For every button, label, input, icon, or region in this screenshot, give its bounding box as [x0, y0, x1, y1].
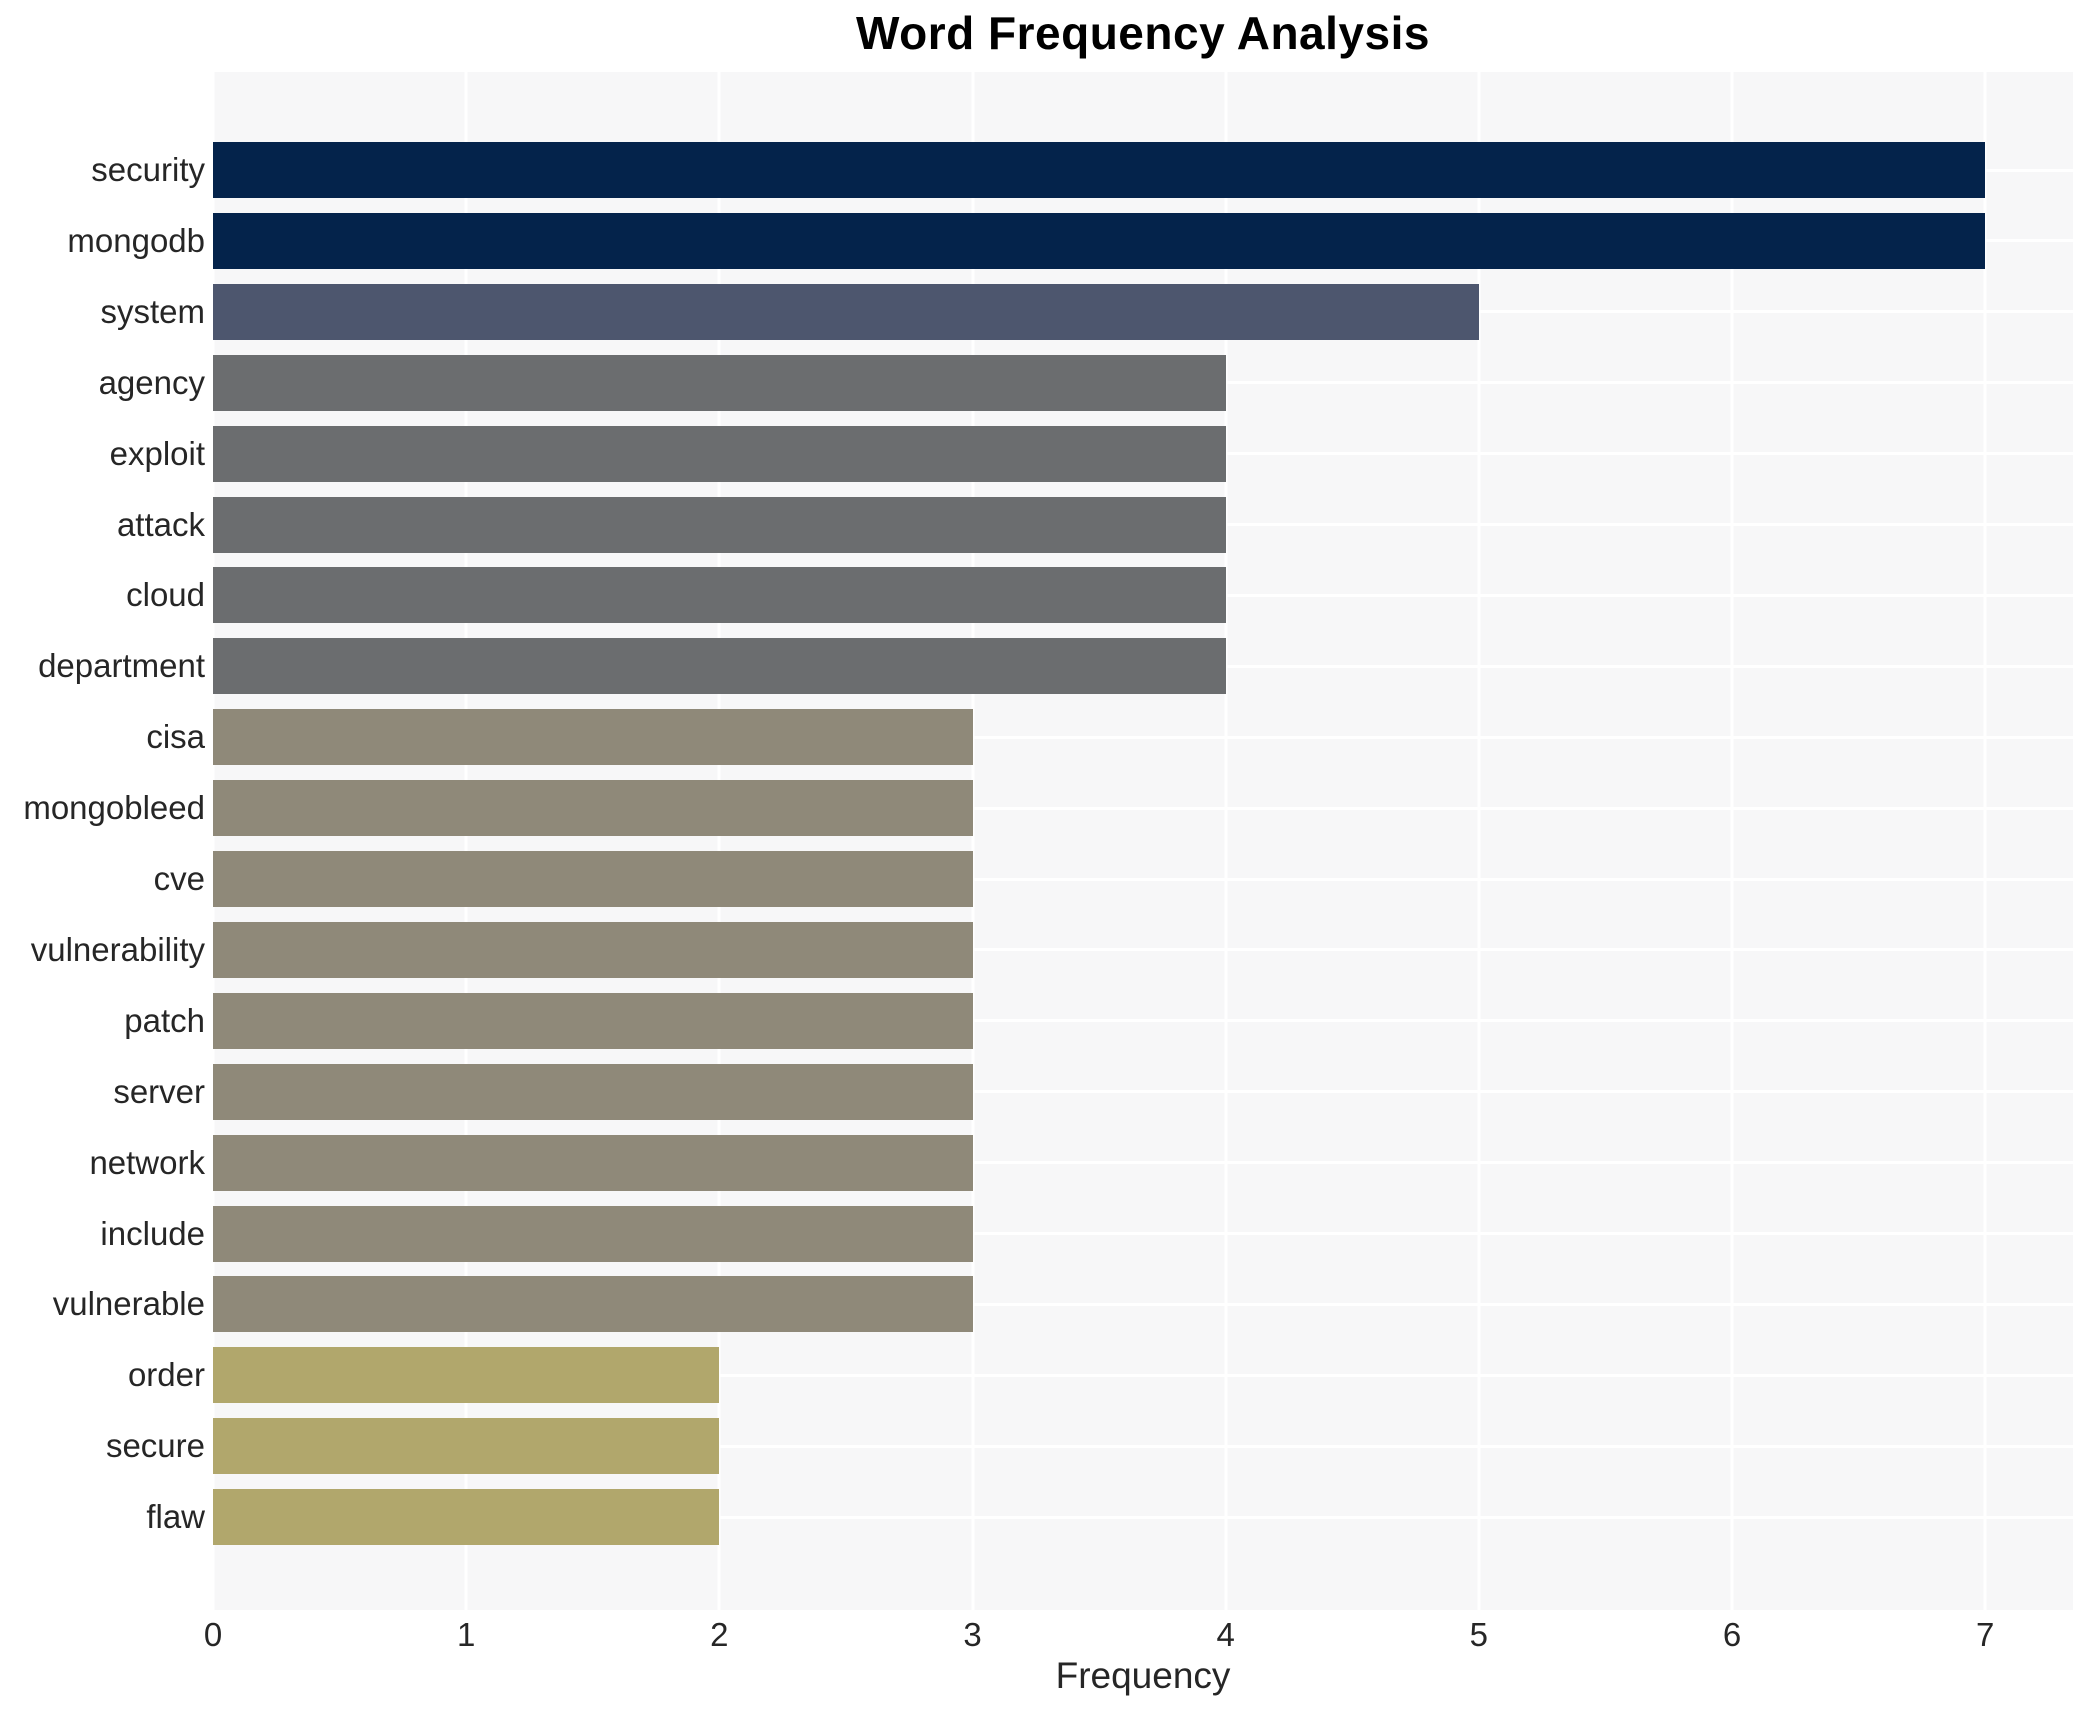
- gridline-x-4: [1224, 72, 1228, 1610]
- y-label-vulnerability: vulnerability: [30, 930, 205, 968]
- bar-patch: [213, 992, 973, 1049]
- bar-network: [213, 1134, 973, 1191]
- bar-mongodb: [213, 212, 1986, 269]
- bar-attack: [213, 496, 1226, 553]
- gridline-x-6: [1730, 72, 1734, 1610]
- y-label-security: security: [91, 151, 205, 188]
- y-label-mongodb: mongodb: [67, 221, 205, 259]
- x-tick-label-5: 5: [1469, 1616, 1489, 1653]
- y-label-cve: cve: [153, 860, 205, 897]
- y-label-server: server: [113, 1072, 205, 1110]
- y-axis-labels: security mongodb system agency exploit attack…: [0, 0, 205, 1710]
- y-label-exploit: exploit: [109, 434, 205, 472]
- y-label-secure: secure: [105, 1427, 205, 1465]
- x-tick-label-3: 3: [963, 1616, 982, 1653]
- bar-department: [213, 638, 1226, 695]
- bar-vulnerable: [213, 1276, 973, 1333]
- x-axis-title: Frequency: [1055, 1655, 1231, 1696]
- gridline-y-server: [213, 1090, 2073, 1094]
- y-label-order: order: [127, 1356, 205, 1394]
- gridline-y-mongobleed: [213, 806, 2073, 810]
- gridline-x-3: [971, 72, 974, 1610]
- plot-area: [211, 72, 2073, 1610]
- x-tick-label-6: 6: [1722, 1616, 1742, 1653]
- gridline-y-flaw: [213, 1515, 2073, 1519]
- y-label-agency: agency: [98, 363, 205, 401]
- bar-order: [213, 1347, 720, 1404]
- gridline-x-7: [1983, 72, 1987, 1610]
- gridline-y-patch: [213, 1019, 2073, 1023]
- gridline-y-cve: [213, 877, 2073, 881]
- x-tick-label-1: 1: [456, 1616, 476, 1653]
- y-label-include: include: [100, 1214, 205, 1252]
- bar-exploit: [213, 425, 1226, 482]
- y-label-system: system: [100, 292, 205, 330]
- gridline-y-include: [213, 1232, 2073, 1235]
- y-label-mongobleed: mongobleed: [23, 789, 205, 827]
- gridline-x-2: [717, 72, 721, 1610]
- gridline-x-0: [211, 72, 215, 1610]
- y-label-flaw: flaw: [146, 1498, 205, 1536]
- gridline-y-vulnerability: [213, 948, 2073, 952]
- bar-include: [213, 1205, 973, 1262]
- bar-system: [213, 283, 1479, 340]
- gridline-y-order: [213, 1373, 2073, 1377]
- gridline-y-vulnerable: [213, 1302, 2073, 1306]
- y-label-vulnerable: vulnerable: [52, 1285, 205, 1323]
- bar-cve: [213, 851, 973, 907]
- y-label-cloud: cloud: [126, 576, 205, 614]
- y-label-network: network: [89, 1143, 205, 1181]
- x-tick-label-2: 2: [710, 1616, 729, 1653]
- x-tick-label-4: 4: [1216, 1616, 1235, 1653]
- bar-secure: [213, 1418, 720, 1475]
- bar-cisa: [213, 709, 973, 766]
- y-label-cisa: cisa: [146, 718, 205, 756]
- bar-security: [213, 142, 1986, 198]
- chart-title: Word Frequency Analysis: [856, 7, 1430, 59]
- bar-mongobleed: [213, 780, 973, 837]
- bar-vulnerability: [213, 921, 973, 978]
- bar-cloud: [213, 567, 1226, 624]
- y-label-patch: patch: [124, 1001, 205, 1039]
- y-label-department: department: [38, 647, 205, 685]
- gridline-x-5: [1477, 72, 1481, 1610]
- y-label-attack: attack: [116, 505, 205, 543]
- gridline-x-1: [464, 72, 468, 1610]
- x-tick-label-0: 0: [203, 1616, 223, 1653]
- gridline-y-secure: [213, 1444, 2073, 1448]
- bar-agency: [213, 354, 1226, 411]
- x-tick-label-7: 7: [1976, 1616, 1995, 1653]
- bar-flaw: [213, 1489, 720, 1546]
- gridline-y-network: [213, 1161, 2073, 1165]
- bar-server: [213, 1063, 973, 1120]
- gridline-y-cisa: [213, 735, 2073, 739]
